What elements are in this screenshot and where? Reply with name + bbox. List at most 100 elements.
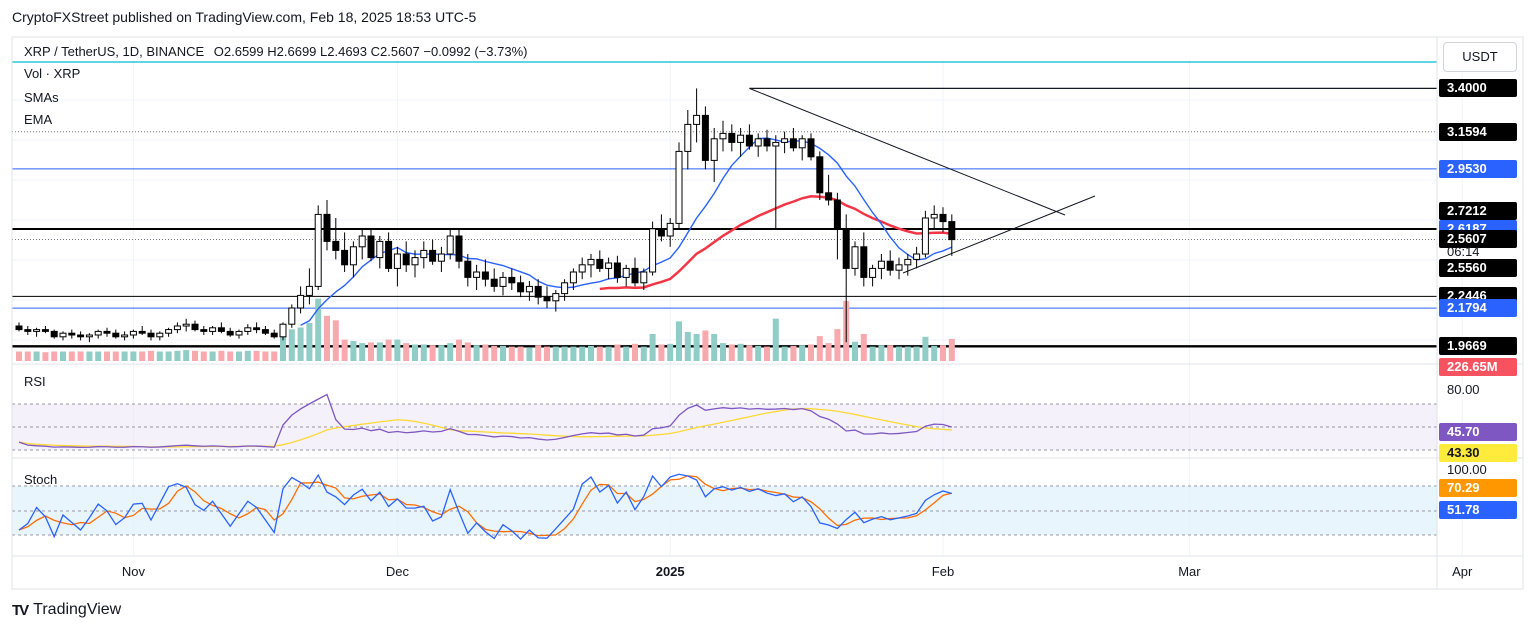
candle-up: [235, 330, 243, 336]
moving-averages: [300, 137, 953, 326]
candle-up: [59, 332, 67, 338]
volume-bar: [77, 351, 84, 361]
volume-bar: [579, 346, 586, 361]
volume-bar: [508, 346, 515, 361]
volume-bar: [271, 351, 278, 361]
candle-up: [165, 329, 173, 334]
candle-down: [41, 329, 49, 332]
volume-bar: [913, 346, 920, 361]
volume-bar: [544, 346, 550, 361]
volume-bar: [860, 334, 867, 361]
candle-down: [816, 156, 824, 194]
volume-bar: [922, 336, 929, 361]
volume-bar: [104, 351, 110, 361]
rsi-line: [18, 393, 952, 449]
candle-up: [244, 327, 252, 332]
candle-up: [297, 294, 305, 309]
brand-name: TradingView: [33, 601, 122, 618]
candle-up: [473, 271, 481, 278]
volume-legend[interactable]: Vol · XRP: [24, 66, 81, 81]
tradingview-branding[interactable]: TV TradingView: [12, 601, 121, 619]
rsi-upper-label: 80.00: [1447, 382, 1480, 397]
candle-up: [85, 334, 93, 338]
stoch-pane: [12, 473, 1437, 540]
candle-up: [578, 264, 586, 273]
rsi-value-label: 45.70: [1439, 423, 1517, 441]
candle-up: [525, 285, 533, 293]
volume-bar: [376, 342, 383, 361]
price-label: 2.7212: [1439, 201, 1517, 220]
candle-up: [904, 258, 912, 266]
candle-down: [886, 260, 894, 271]
candle-up: [499, 276, 507, 287]
volume-bar: [60, 351, 66, 361]
pane-frames: [11, 36, 1524, 590]
candle-up: [129, 330, 137, 336]
sma-legend[interactable]: SMAs: [24, 90, 59, 105]
candle-down: [948, 221, 956, 241]
volume-bar: [350, 341, 357, 361]
candle-down: [860, 246, 868, 278]
volume-bar: [517, 346, 524, 361]
rsi-label[interactable]: RSI: [24, 374, 46, 389]
candle-down: [825, 192, 833, 201]
candle-up: [710, 138, 718, 161]
volume-bar: [570, 346, 577, 361]
volume-bar: [790, 345, 797, 361]
candle-down: [490, 278, 498, 287]
candle-up: [921, 217, 929, 255]
stoch-label[interactable]: Stoch: [24, 472, 58, 487]
volume-bar: [702, 330, 709, 361]
rsi-band: [12, 404, 1437, 450]
candles: [15, 88, 956, 343]
candle-up: [930, 213, 938, 219]
candle-down: [613, 262, 621, 278]
candle-up: [569, 271, 577, 284]
candle-down: [367, 235, 375, 259]
volume-bar: [95, 351, 102, 361]
symbol-legend[interactable]: XRP / TetherUS, 1D, BINANCE O2.6599 H2.6…: [24, 44, 527, 59]
volume-bar: [368, 342, 374, 361]
candle-up: [869, 267, 877, 278]
time-axis-label: Feb: [931, 564, 955, 579]
volume-bar: [236, 351, 242, 361]
candle-up: [781, 138, 789, 143]
volume-bar: [420, 344, 427, 361]
volume-bar: [878, 345, 885, 361]
candle-up: [288, 307, 296, 325]
stoch-k-line: [18, 473, 952, 540]
volume-bar: [33, 351, 40, 361]
candle-up: [94, 330, 102, 336]
volume-bar: [200, 351, 207, 361]
volume-bar: [667, 343, 674, 361]
candle-up: [314, 213, 322, 287]
volume-bar: [640, 346, 647, 361]
volume-bar: [552, 346, 559, 361]
candle-down: [464, 260, 472, 278]
candle-down: [763, 138, 771, 147]
currency-button[interactable]: USDT: [1443, 42, 1517, 72]
volume-bar: [288, 329, 295, 361]
candle-up: [376, 240, 384, 259]
volume-bar: [244, 350, 251, 361]
candle-down: [191, 323, 199, 331]
candle-down: [138, 330, 146, 334]
time-axis-label: Nov: [121, 564, 145, 579]
volume-bar: [535, 345, 542, 361]
candle-down: [68, 332, 76, 336]
candle-up: [772, 141, 780, 147]
stoch-d-label: 70.29: [1439, 479, 1517, 497]
horizontal-levels: [12, 61, 1437, 348]
symbol-name: XRP / TetherUS, 1D, BINANCE: [24, 44, 205, 59]
candle-down: [253, 327, 261, 331]
volume-bar: [394, 339, 401, 361]
volume-bar: [526, 347, 533, 361]
volume-bar: [720, 343, 726, 361]
volume-bar: [174, 350, 181, 361]
volume-bar: [68, 351, 75, 361]
volume-bar: [183, 350, 190, 361]
price-label: 1.9669: [1439, 337, 1517, 356]
candle-up: [737, 134, 745, 143]
ema-legend[interactable]: EMA: [24, 112, 53, 127]
